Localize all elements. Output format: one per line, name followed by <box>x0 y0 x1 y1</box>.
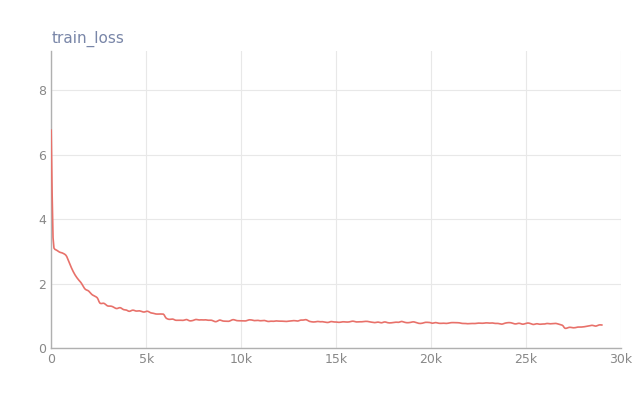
Text: train_loss: train_loss <box>51 31 124 48</box>
